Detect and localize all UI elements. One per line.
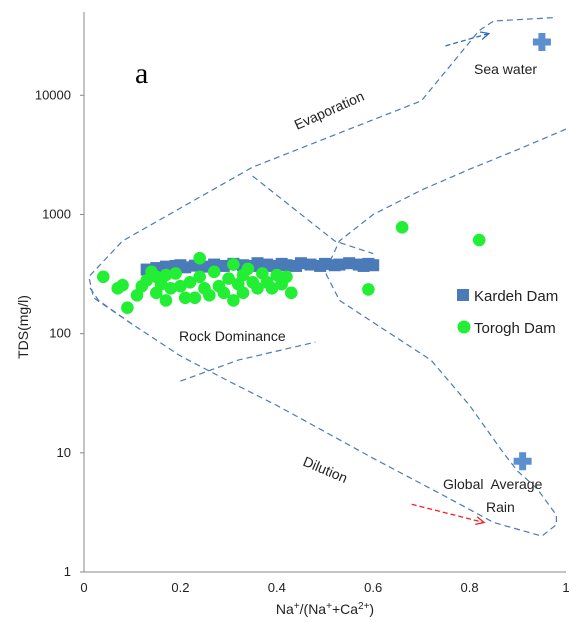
x-tick-label: 1 <box>562 580 569 595</box>
x-axis-title: Na+/(Na++Ca2+) <box>276 601 374 618</box>
x-tick-label: 0.6 <box>364 580 382 595</box>
kardeh-dam-point <box>343 257 356 270</box>
torogh-dam-point <box>178 291 192 305</box>
sea-water-label: Sea water <box>474 61 537 77</box>
rock-upper <box>252 175 374 255</box>
global-rain-marker <box>513 452 532 471</box>
torogh-dam-point <box>227 258 240 271</box>
torogh-dam-point <box>284 286 298 300</box>
axes <box>83 12 566 573</box>
torogh-dam-point <box>236 286 250 300</box>
kardeh-dam-point <box>304 258 317 271</box>
y-tick-label: 10000 <box>35 87 71 102</box>
kardeh-dam-point <box>217 259 230 272</box>
kardeh-dam-point <box>280 259 293 272</box>
reference-points <box>513 33 551 471</box>
y-tick-label: 100 <box>49 326 71 341</box>
sea-water-marker <box>532 33 551 52</box>
torogh-dam-point <box>265 282 279 295</box>
rock-dominance-label: Rock Dominance <box>179 328 286 344</box>
torogh-dam-point <box>241 262 255 276</box>
torogh-dam-point <box>174 279 187 293</box>
y-tick-label: 10 <box>57 445 71 460</box>
panel-letter: a <box>135 57 148 90</box>
torogh-dam-point <box>207 265 221 279</box>
kardeh-dam-point <box>179 261 192 274</box>
data-points <box>96 221 486 315</box>
torogh-dam-point <box>188 291 202 305</box>
y-tick-label: 1000 <box>42 206 71 221</box>
tick-labels: 0 0.2 0.4 0.6 0.8 1 1 10 100 1000 10000 <box>35 87 570 595</box>
global-rain-label-line1: Global Average <box>443 476 543 492</box>
legend-label-kardeh: Kardeh Dam <box>474 288 558 305</box>
torogh-dam-point <box>362 283 375 296</box>
torogh-dam-point <box>193 270 206 284</box>
legend-marker-torogh <box>457 320 471 334</box>
dilution-arrow <box>411 503 486 525</box>
torogh-dam-point <box>472 233 486 247</box>
dilution-label: Dilution <box>301 453 350 486</box>
y-tick-label: 1 <box>64 564 71 579</box>
legend: Kardeh Dam Torogh Dam <box>457 288 558 337</box>
torogh-dam-point <box>121 301 134 315</box>
torogh-dam-point <box>395 221 409 234</box>
legend-marker-kardeh <box>457 289 469 301</box>
torogh-dam-point <box>116 278 129 292</box>
torogh-dam-point <box>222 272 235 285</box>
x-tick-label: 0.4 <box>268 580 286 595</box>
global-rain-label-line2: Rain <box>486 499 515 515</box>
torogh-dam-point <box>169 267 182 280</box>
kardeh-dam-point <box>367 259 380 272</box>
evaporation-label: Evaporation <box>292 88 367 133</box>
torogh-dam-point <box>280 270 293 284</box>
torogh-dam-point <box>203 288 216 302</box>
torogh-dam-point <box>251 282 264 295</box>
torogh-dam-point <box>183 275 197 289</box>
torogh-dam-point <box>164 282 178 295</box>
torogh-dam-point <box>217 286 231 300</box>
kardeh-dam-point <box>251 257 264 270</box>
y-axis-title: TDS(mg/l) <box>15 295 31 359</box>
x-tick-label: 0.2 <box>171 580 189 595</box>
kardeh-dam-point <box>333 258 346 271</box>
classification-boundaries <box>88 16 567 537</box>
torogh-dam-point <box>193 251 206 265</box>
torogh-dam-point <box>159 294 173 307</box>
upper-right-boundary <box>88 128 567 537</box>
torogh-dam-point <box>159 268 173 282</box>
legend-label-torogh: Torogh Dam <box>474 320 556 337</box>
x-tick-label: 0.8 <box>461 580 479 595</box>
rock-lower <box>180 341 316 382</box>
torogh-dam-point <box>96 270 110 284</box>
kardeh-dam-point <box>319 257 331 270</box>
kardeh-dam-point <box>265 259 278 272</box>
kardeh-dam-point <box>294 257 307 270</box>
evaporation-arrow <box>445 31 491 47</box>
torogh-dam-point <box>227 294 240 307</box>
x-tick-label: 0 <box>80 580 87 595</box>
